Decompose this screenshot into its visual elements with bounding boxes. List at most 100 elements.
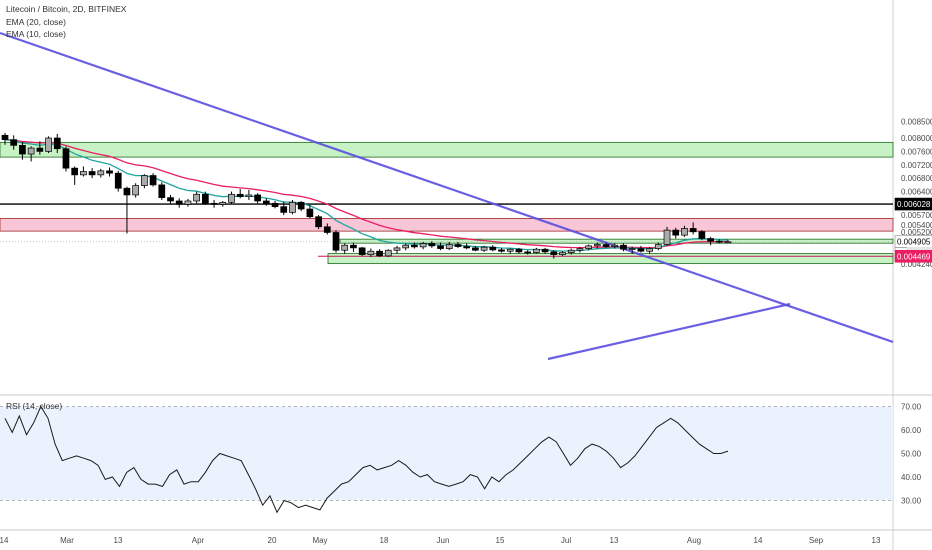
resistance-zone [0,217,894,232]
candle-body [323,226,331,233]
candle-body [167,197,174,202]
price-tick-label: 0.004240 [901,260,932,269]
rsi-tick-label: 50.00 [901,450,922,459]
candle-body [262,200,270,204]
candle-body [602,244,610,247]
candle-body [402,244,410,249]
candle-body [158,184,166,198]
candle-body [350,244,357,249]
price-tick-label: 0.005700 [901,211,932,220]
candle-body [289,201,296,213]
candle-body [533,248,540,253]
candle-body [341,244,349,251]
lower-support-zone [327,253,894,265]
candle-body [637,248,645,252]
candle-body [210,202,218,205]
candle-body [454,244,462,247]
time-tick-label: 14 [754,536,763,545]
price-tick-label: 0.006400 [901,188,932,197]
candle-body [419,243,427,248]
time-tick-label: 13 [610,536,619,545]
candle-body [689,228,697,233]
candle-body [71,167,79,176]
rsi-band [0,406,893,501]
price-tick-label: 0.008000 [901,134,932,143]
candle-body [306,208,314,218]
candle-body [1,134,9,141]
upper-support-zone [0,141,894,158]
candle-body [376,250,383,257]
candle-body [585,245,592,249]
candle-body [506,248,514,252]
candle-body [463,246,471,249]
price-tag-box [894,249,932,263]
candle-body [541,248,549,253]
candle-body [27,147,35,155]
time-tick-label: 13 [872,536,881,545]
time-tick-label: 13 [114,536,123,545]
time-tick-label: Jul [561,536,571,545]
candle-body [254,194,261,202]
rsi-tick-label: 30.00 [901,497,922,506]
price-tick-label: 0.006800 [901,174,932,183]
candle-body [445,244,453,249]
candle-body [149,175,157,186]
candle-body [393,247,401,251]
candle-body [141,175,148,186]
candle-body [184,200,192,205]
time-tick-label: Sep [809,536,824,545]
candle-body [123,187,131,196]
rsi-tick-label: 70.00 [901,403,922,412]
candle-body [611,244,619,247]
time-tick-label: Mar [60,536,74,545]
candle-body [559,252,566,255]
price-tick-label: 0.008500 [901,117,932,126]
candle-body [576,248,584,251]
candle-body [36,147,44,152]
candle-body [681,228,688,236]
time-tick-label: Aug [687,536,701,545]
chart-title: Litecoin / Bitcoin, 2D, BITFINEX [6,4,127,14]
rsi-line [4,405,729,514]
candle-body [358,247,366,255]
candle-body [550,251,558,255]
candle-body [654,244,662,249]
candle-body [437,245,444,249]
ema-10-line [4,139,729,252]
price-tag-label: 0.006028 [897,200,931,209]
time-tick-label: Apr [192,536,205,545]
candle-body [524,251,532,254]
candle-body [724,241,732,244]
candle-body [515,248,523,253]
candle-body [672,229,680,236]
candle-body [114,172,122,189]
candle-body [193,193,200,202]
uptrend-line [547,302,791,361]
time-tick-label: 15 [496,536,505,545]
candle-body [219,201,227,205]
candle-body [698,231,706,239]
candle-body [707,238,714,242]
candle-body [80,171,87,176]
price-tag-label: 0.004469 [897,252,931,261]
time-tick-label: May [312,536,327,545]
candle-body [245,194,253,197]
price-tick-label: 0.005200 [901,228,932,237]
candle-body [271,202,279,208]
legend-ema-10: EMA (10, close) [6,29,66,39]
price-tag-label: 0.004905 [897,238,931,247]
candle-body [10,139,18,146]
candle-body [19,145,26,155]
candle-body [411,244,418,248]
candle-body [472,247,479,251]
candle-body [715,240,723,243]
legend-ema-20: EMA (20, close) [6,17,66,27]
candle-body [228,193,235,203]
candle-body [97,170,105,176]
time-tick-label: Jun [437,536,450,545]
candle-body [315,216,322,228]
candle-body [236,193,244,197]
candle-body [88,171,96,176]
time-tick-label: 14 [0,536,9,545]
